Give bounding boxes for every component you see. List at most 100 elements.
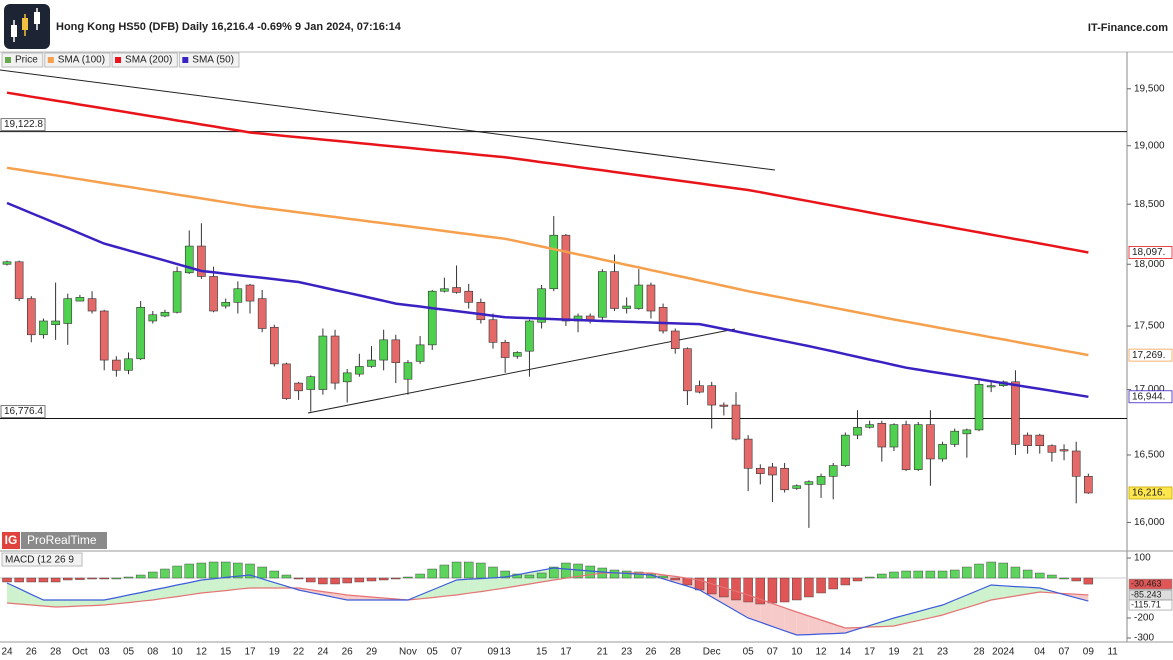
x-tick-label: Oct — [72, 647, 88, 658]
legend-swatch — [115, 57, 122, 63]
x-tick-label: 12 — [196, 647, 208, 658]
x-tick-label: 04 — [1034, 647, 1046, 658]
candle-body — [622, 305, 631, 309]
histogram-bar — [318, 577, 328, 585]
histogram-bar — [549, 566, 559, 579]
candle-body — [124, 358, 133, 371]
candle-body — [755, 467, 765, 474]
x-tick-label: 13 — [500, 647, 512, 658]
candle-body — [743, 438, 753, 469]
signal-line — [6, 572, 1089, 629]
y-tick-label: -300 — [1134, 633, 1154, 644]
histogram-bar — [342, 577, 352, 584]
candle-body — [488, 319, 498, 343]
x-tick-label: 23 — [937, 647, 949, 658]
histogram-bar — [792, 577, 802, 601]
legend-item[interactable]: SMA (200) — [111, 52, 178, 68]
price-panel — [0, 91, 1127, 528]
candle-body — [184, 245, 194, 274]
candle-body — [646, 284, 656, 312]
macd-fill — [262, 578, 275, 588]
histogram-bar — [670, 577, 680, 581]
legend-item[interactable]: Price — [1, 52, 44, 68]
end-label-box — [1128, 390, 1173, 404]
histogram-bar — [925, 570, 936, 579]
brand-ig: IG — [5, 533, 18, 547]
candle-body — [500, 342, 510, 358]
x-tick-label: 19 — [269, 647, 281, 658]
macd-fill — [480, 577, 493, 592]
candle-body — [355, 366, 364, 375]
candle-body — [112, 359, 121, 371]
histogram-bar — [87, 577, 97, 580]
histogram-bar — [293, 577, 304, 580]
x-tick-label: 05 — [427, 647, 439, 658]
x-tick-label: 23 — [621, 647, 633, 658]
histogram-bar — [476, 562, 486, 579]
histogram-bar — [1022, 569, 1033, 579]
candle-body — [901, 424, 911, 470]
histogram-bar — [816, 577, 826, 594]
y-tick-label: -200 — [1134, 613, 1154, 624]
histogram-bar — [573, 563, 583, 579]
candle-body — [306, 376, 316, 390]
legend-swatch — [5, 57, 11, 63]
x-tick-label: 21 — [913, 647, 925, 658]
candle-body — [2, 261, 12, 265]
y-tick-label: 16,500 — [1134, 450, 1165, 461]
histogram-bar — [233, 562, 243, 579]
candle-body — [233, 288, 243, 303]
candle-body — [865, 424, 874, 428]
candle-body — [367, 359, 376, 367]
histogram-bar — [536, 572, 547, 579]
macd-fill — [310, 589, 323, 595]
candle-body — [853, 426, 862, 436]
site-name[interactable]: IT-Finance.com — [1088, 22, 1168, 34]
histogram-bar — [245, 563, 255, 579]
macd-fill — [152, 587, 165, 600]
histogram-bar — [743, 577, 753, 603]
candle-body — [476, 302, 486, 321]
histogram-bar — [828, 577, 838, 590]
histogram-bar — [378, 577, 389, 581]
candle-body — [415, 344, 425, 362]
macd-fill — [140, 590, 153, 602]
histogram-bar — [439, 564, 450, 579]
legend-label: SMA (50) — [192, 55, 234, 66]
histogram-bar — [621, 570, 632, 579]
macd-fill — [43, 600, 56, 607]
end-label-box — [1128, 246, 1173, 259]
x-tick-label: 29 — [366, 647, 378, 658]
candle-body — [683, 348, 692, 392]
legend-item[interactable]: SMA (50) — [178, 52, 240, 68]
x-tick-label: 28 — [670, 647, 682, 658]
candle-body — [391, 339, 401, 363]
end-label: 18,097. — [1132, 247, 1165, 258]
end-label-box — [1128, 348, 1173, 362]
legend-item[interactable]: SMA (100) — [44, 52, 111, 68]
histogram-bar — [986, 561, 996, 579]
level-label-box — [0, 405, 46, 419]
macd-fill — [128, 592, 141, 603]
macd-fill — [468, 578, 481, 594]
candle-body — [136, 306, 145, 360]
histogram-bar — [1010, 566, 1021, 579]
legend-swatch — [182, 57, 189, 63]
candle-body — [1084, 476, 1093, 494]
macd-fill — [456, 579, 469, 595]
x-tick-label: 15 — [220, 647, 232, 658]
candle-body — [14, 261, 24, 299]
histogram-bar — [63, 577, 73, 581]
candle-body — [926, 424, 935, 460]
candle-body — [403, 362, 413, 380]
candle-body — [974, 384, 984, 431]
candle-body — [889, 424, 899, 448]
candle-body — [1035, 434, 1045, 446]
candle-body — [792, 485, 802, 489]
histogram-bar — [172, 565, 182, 579]
candle-body — [330, 335, 340, 384]
macd-fill — [31, 594, 44, 606]
macd-fill — [189, 580, 202, 595]
trend-lines — [0, 69, 776, 414]
histogram-bar — [451, 561, 462, 579]
